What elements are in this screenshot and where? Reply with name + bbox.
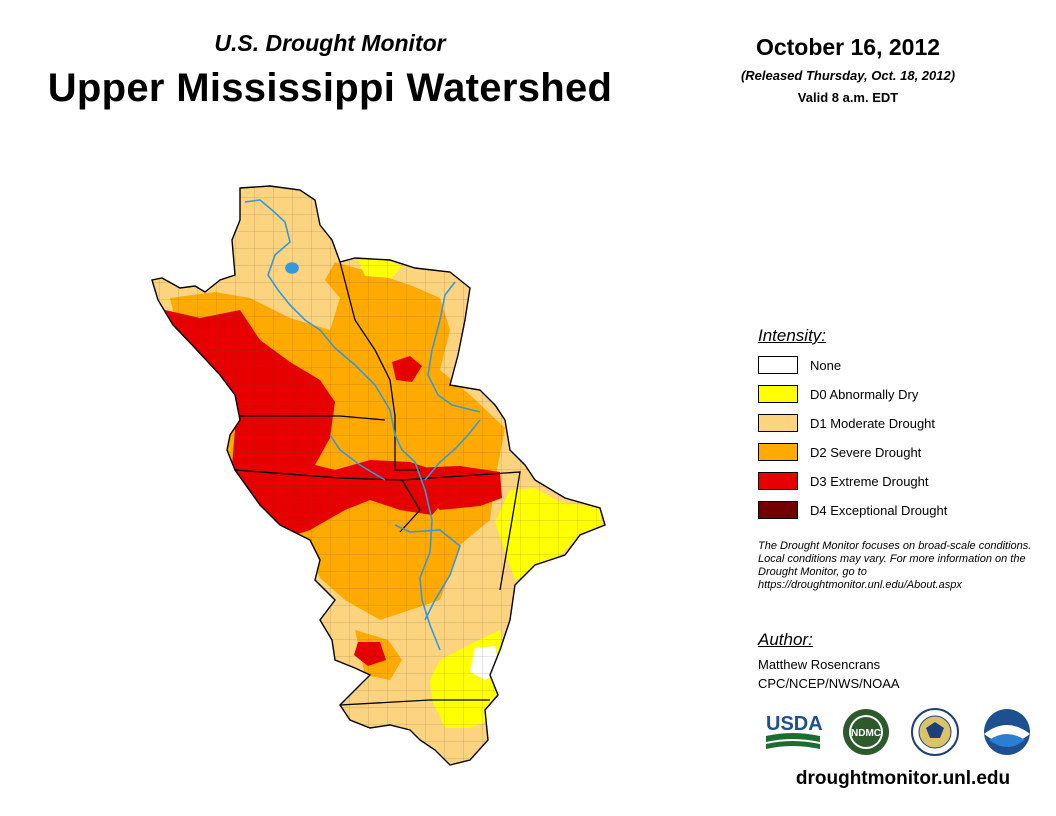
legend-label: D0 Abnormally Dry — [810, 387, 919, 402]
legend-swatch — [758, 356, 798, 374]
author-org: CPC/NCEP/NWS/NOAA — [758, 676, 900, 691]
iowa-tributary — [329, 434, 386, 481]
svg-text:NDMC: NDMC — [851, 728, 881, 739]
state-boundary-wi — [339, 261, 420, 471]
legend-label: D2 Severe Drought — [810, 445, 922, 460]
disclaimer-note: The Drought Monitor focuses on broad-sca… — [758, 540, 1032, 591]
legend-label: D4 Exceptional Drought — [810, 503, 948, 518]
state-boundary-mo-south — [339, 699, 490, 706]
legend-swatch — [758, 472, 798, 490]
illinois-river — [424, 419, 481, 481]
agency-logos: USDA NDMC — [766, 708, 1030, 756]
legend-swatch — [758, 443, 798, 461]
website-link[interactable]: droughtmonitor.unl.edu — [795, 768, 1011, 789]
author-name: Matthew Rosencrans — [758, 657, 881, 672]
state-boundary-il — [401, 471, 521, 591]
legend-label: None — [810, 358, 842, 373]
wisconsin-river — [427, 281, 481, 413]
valid-time: Valid 8 a.m. EDT — [797, 90, 899, 105]
legend-swatch — [758, 501, 798, 519]
rivers — [244, 199, 481, 651]
release-date: (Released Thursday, Oct. 18, 2012) — [740, 68, 956, 83]
watershed-outline — [151, 185, 606, 766]
lake — [285, 262, 299, 274]
author-heading: Author: — [758, 630, 813, 649]
legend-title: Intensity: — [758, 326, 827, 345]
map-title: Upper Mississippi Watershed — [47, 66, 613, 110]
map-subtitle: U.S. Drought Monitor — [214, 30, 446, 56]
state-boundary-mn-ia — [235, 415, 386, 421]
mississippi-river — [244, 199, 441, 651]
legend-swatch — [758, 414, 798, 432]
legend-swatch — [758, 385, 798, 403]
doc-seal — [911, 708, 959, 756]
svg-text:USDA: USDA — [766, 713, 823, 735]
noaa-logo — [984, 709, 1030, 755]
usda-logo: USDA — [766, 713, 823, 749]
missouri-tributary — [394, 524, 461, 621]
drought-map — [151, 185, 606, 766]
county-lines — [152, 186, 605, 765]
valid-date: October 16, 2012 — [755, 34, 941, 60]
legend-label: D1 Moderate Drought — [810, 416, 936, 431]
ndmc-logo: NDMC — [843, 709, 889, 755]
legend-label: D3 Extreme Drought — [810, 474, 929, 489]
